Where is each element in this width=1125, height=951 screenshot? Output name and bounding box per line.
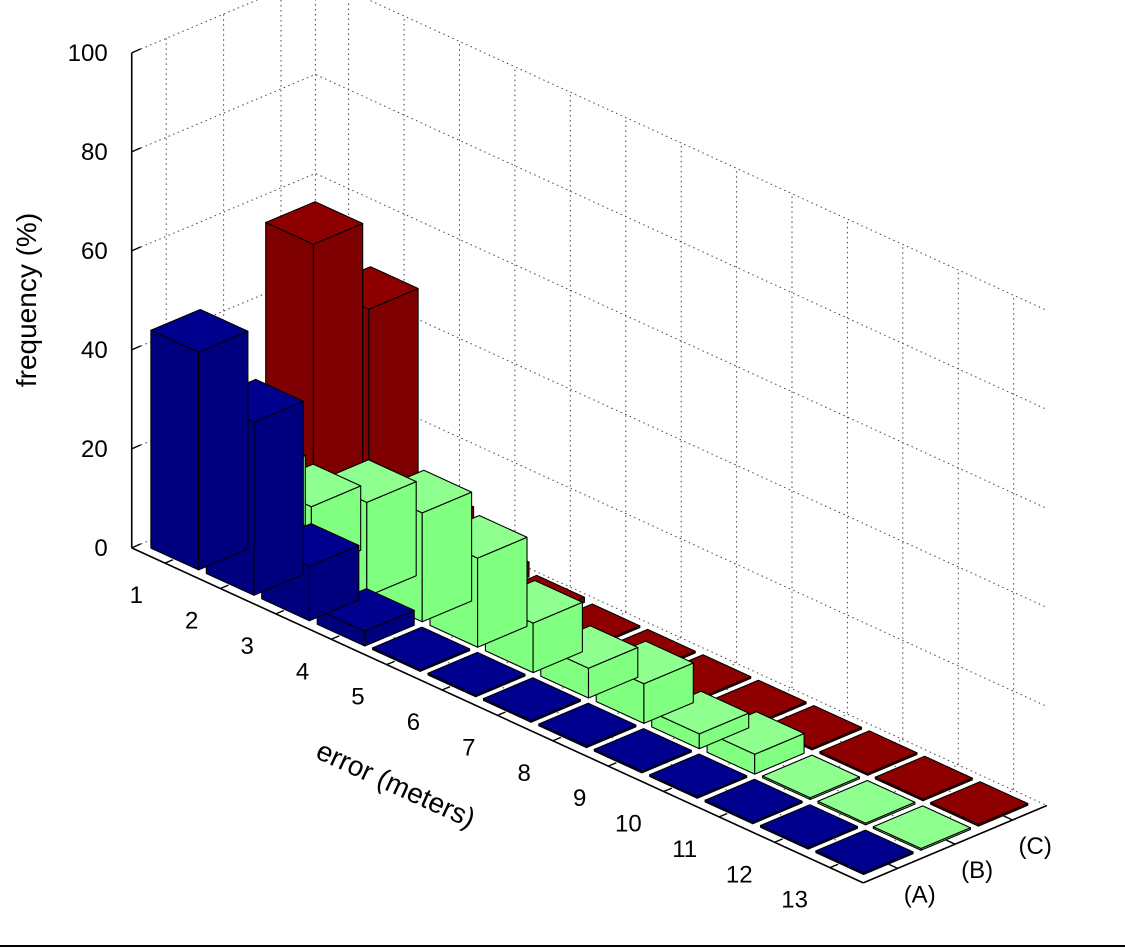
bar-A-10 — [649, 753, 748, 799]
z-tick-label-60: 60 — [81, 238, 108, 265]
bar-B-13 — [872, 805, 971, 851]
z-tick-label-0: 0 — [94, 535, 107, 562]
bar-top-face — [817, 779, 916, 824]
bar-top-face — [815, 829, 914, 874]
bar-side-face — [198, 330, 249, 571]
bar-B-11 — [761, 754, 861, 801]
x-axis-title: error (meters) — [312, 735, 480, 834]
bar-top-face — [761, 754, 861, 799]
x-tick-label-7: 7 — [462, 734, 475, 761]
z-tick-20 — [131, 444, 142, 450]
bar-front-face — [150, 329, 200, 571]
bars — [150, 201, 1029, 876]
x-tick-label-6: 6 — [407, 709, 420, 736]
x-tick-label-10: 10 — [615, 811, 642, 838]
gridline-z-60 — [131, 172, 1048, 509]
bar-top-face — [930, 781, 1029, 825]
gridline-z-80 — [131, 73, 1048, 410]
bar-C-12 — [874, 755, 973, 802]
bar-top-face — [872, 805, 971, 850]
z-tick-60 — [131, 246, 142, 252]
x-tick-11 — [718, 812, 728, 818]
x-tick-6 — [441, 685, 451, 691]
x-tick-9 — [608, 762, 617, 767]
x-tick-2 — [220, 584, 229, 590]
z-tick-0 — [131, 543, 142, 549]
series-label-1: (B) — [961, 857, 993, 884]
x-tick-13 — [829, 863, 839, 869]
x-tick-8 — [552, 736, 562, 742]
series-label-2: (C) — [1019, 833, 1052, 860]
bar-side-face — [253, 400, 304, 596]
y-axis — [862, 804, 1048, 884]
bar-top-face — [265, 201, 364, 245]
x-tick-label-8: 8 — [518, 760, 531, 787]
bar-top-face — [372, 626, 471, 671]
z-tick-label-80: 80 — [81, 139, 108, 166]
bar-A-7 — [482, 677, 581, 723]
x-tick-label-5: 5 — [351, 684, 364, 711]
x-tick-10 — [663, 787, 673, 793]
x-tick-4 — [330, 635, 340, 640]
bar-side-face — [421, 491, 473, 623]
bar-A-6 — [427, 651, 526, 698]
x-tick-3 — [275, 609, 285, 615]
gridline-z-100 — [131, 0, 1048, 311]
z-tick-label-100: 100 — [68, 40, 108, 67]
x-tick-7 — [497, 711, 506, 717]
z-tick-80 — [131, 147, 142, 153]
bar-A-9 — [593, 728, 692, 774]
x-tick-label-3: 3 — [240, 633, 253, 660]
bar-top-face — [482, 677, 581, 722]
bar-top-face — [593, 728, 692, 772]
x-tick-12 — [774, 838, 783, 843]
bar-top-face — [427, 651, 526, 696]
x-tick-label-9: 9 — [573, 785, 586, 812]
bar-top-face — [704, 778, 803, 823]
y-tick-1 — [945, 839, 956, 845]
x-tick-label-11: 11 — [672, 836, 697, 863]
x-tick-label-13: 13 — [781, 887, 808, 914]
x-tick-label-12: 12 — [726, 861, 753, 888]
y-tick-2 — [1003, 815, 1013, 821]
bar-A-5 — [372, 626, 471, 672]
bar-C-11 — [819, 730, 918, 776]
bar-top-face — [649, 753, 748, 798]
bar-A-8 — [538, 702, 637, 749]
y-tick-0 — [888, 863, 898, 870]
bar-B-12 — [817, 779, 916, 826]
x-tick-label-2: 2 — [185, 607, 198, 634]
bar-A-13 — [815, 829, 914, 876]
x-tick-label-1: 1 — [130, 582, 143, 609]
series-label-0: (A) — [904, 881, 936, 908]
bar-A-12 — [759, 804, 859, 850]
z-tick-40 — [131, 345, 142, 351]
bar-A-11 — [704, 778, 803, 825]
bar-A-1 — [150, 308, 249, 571]
z-tick-100 — [131, 48, 142, 54]
bar-top-face — [150, 308, 249, 353]
z-tick-label-20: 20 — [81, 436, 108, 463]
z-axis-title: frequency (%) — [11, 213, 42, 387]
bar-C-13 — [930, 781, 1029, 827]
z-tick-label-40: 40 — [81, 337, 108, 364]
x-tick-1 — [164, 559, 174, 564]
x-tick-label-4: 4 — [296, 658, 309, 685]
bar-top-face — [874, 755, 973, 800]
bar-top-face — [819, 730, 918, 775]
bar-top-face — [759, 804, 859, 848]
bar-top-face — [538, 702, 637, 747]
x-tick-5 — [386, 660, 395, 666]
